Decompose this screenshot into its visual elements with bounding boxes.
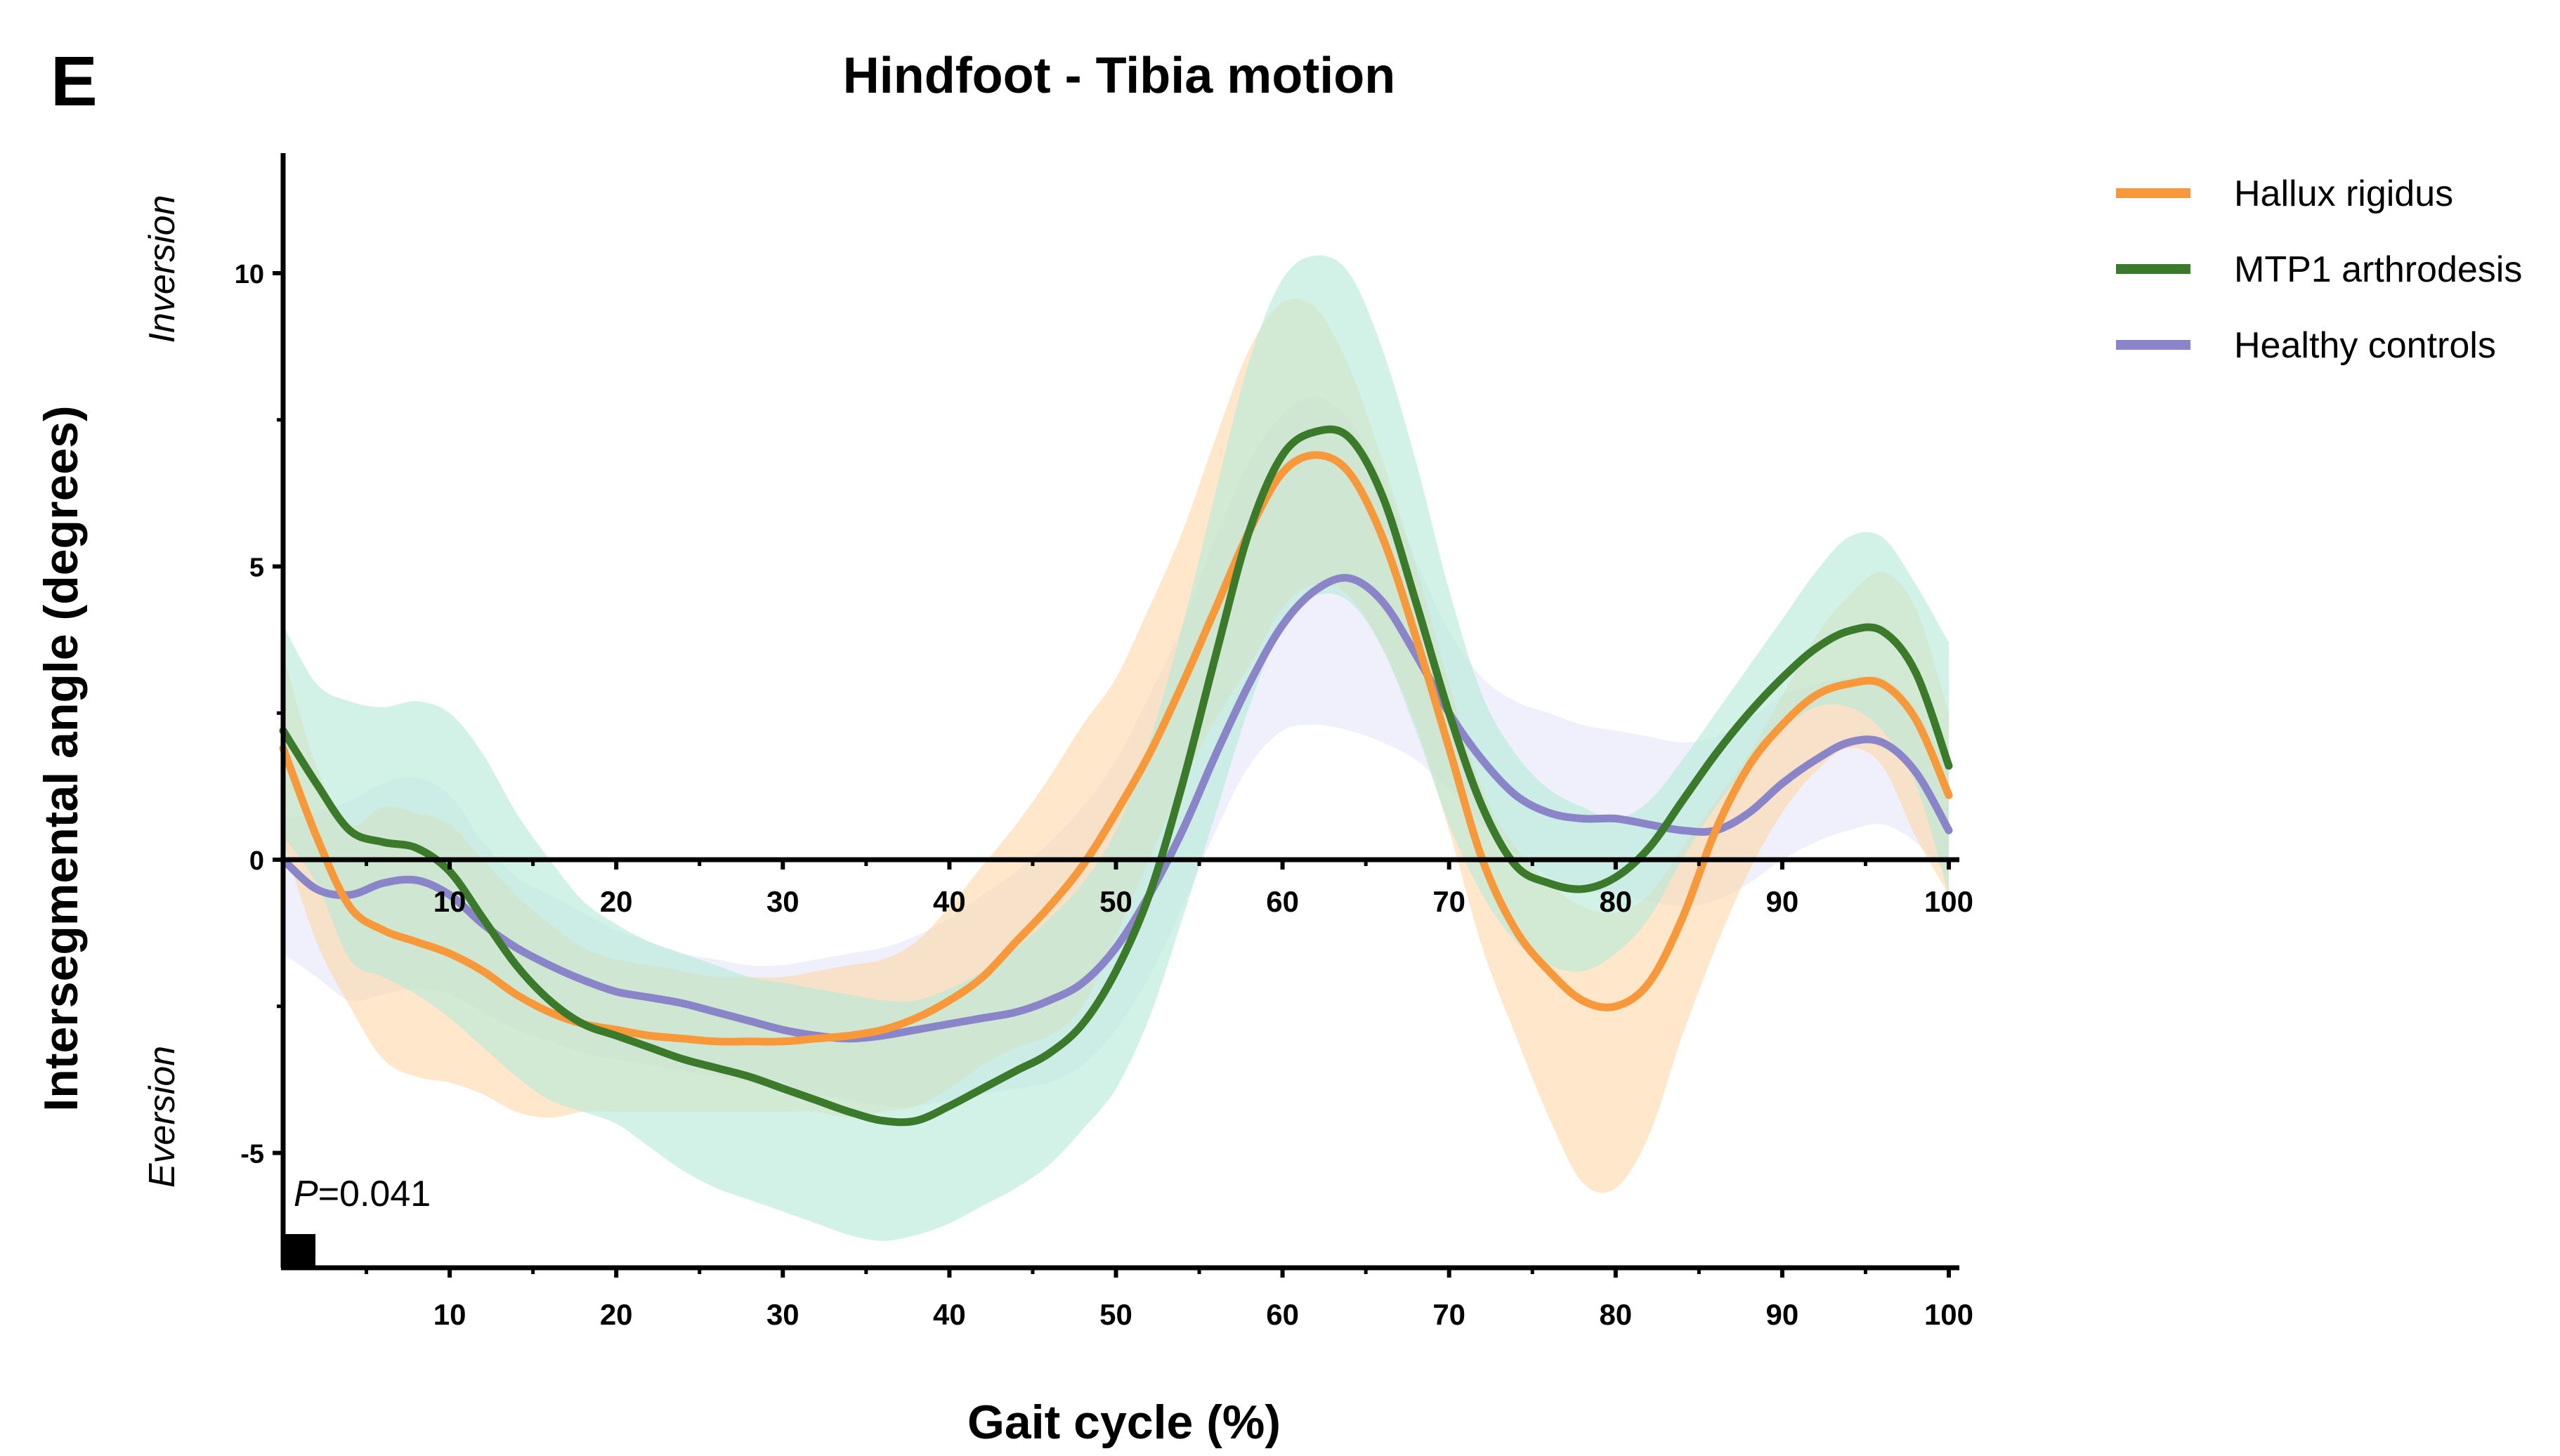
x-tick-label-zero: 100 (1924, 885, 1973, 918)
x-tick-label-bottom: 60 (1266, 1298, 1299, 1331)
panel-letter: E (51, 42, 98, 121)
x-tick-label-zero: 70 (1432, 885, 1465, 918)
x-tick-label-zero: 90 (1766, 885, 1799, 918)
x-tick-label-bottom: 10 (433, 1298, 466, 1331)
p-value-prefix: P (294, 1174, 318, 1214)
p-value-text: =0.041 (318, 1174, 431, 1214)
legend-label-healthy-controls: Healthy controls (2234, 325, 2496, 366)
mean-lines (279, 425, 1953, 1127)
inversion-label: Inversion (142, 195, 183, 343)
chart-title: Hindfoot - Tibia motion (843, 48, 1396, 104)
legend-label-hallux-rigidus: Hallux rigidus (2234, 173, 2453, 214)
band-mtp1-arthrodesis (283, 255, 1949, 1241)
x-tick-label-bottom: 30 (766, 1298, 799, 1331)
x-tick-label-zero: 20 (600, 885, 633, 918)
line-mtp1-arthrodesis (279, 425, 1953, 1127)
x-tick-label-bottom: 70 (1432, 1298, 1465, 1331)
legend: Hallux rigidus MTP1 arthrodesis Healthy co… (2116, 173, 2522, 366)
x-tick-label-bottom: 50 (1099, 1298, 1132, 1331)
x-tick-label-zero: 40 (933, 885, 966, 918)
x-tick-label-zero: 60 (1266, 885, 1299, 918)
significance-marker (283, 1234, 315, 1268)
x-tick-label-zero: 30 (766, 885, 799, 918)
y-tick-label: 0 (249, 846, 264, 876)
x-tick-label-zero: 50 (1099, 885, 1132, 918)
x-tick-label-zero: 80 (1599, 885, 1632, 918)
legend-label-mtp1-arthrodesis: MTP1 arthrodesis (2234, 249, 2522, 290)
confidence-bands (283, 255, 1949, 1241)
x-tick-label-bottom: 90 (1766, 1298, 1799, 1331)
y-tick-label: 5 (249, 553, 264, 583)
y-tick-label: -5 (240, 1140, 264, 1169)
x-tick-label-bottom: 40 (933, 1298, 966, 1331)
p-value-annotation: P=0.041 (294, 1174, 431, 1214)
x-tick-label-bottom: 100 (1924, 1298, 1973, 1331)
band-hallux-rigidus (283, 299, 1949, 1193)
ticks: 1010202030304040505060607070808090901001… (235, 260, 1973, 1331)
y-tick-label: 10 (235, 260, 264, 289)
y-axis-label: Intersegmental angle (degrees) (34, 405, 88, 1111)
axes (280, 153, 1959, 1271)
x-axis-label: Gait cycle (%) (967, 1396, 1281, 1449)
x-tick-label-bottom: 80 (1599, 1298, 1632, 1331)
eversion-label: Eversion (142, 1046, 183, 1188)
x-tick-label-bottom: 20 (600, 1298, 633, 1331)
x-tick-label-zero: 10 (433, 885, 466, 918)
